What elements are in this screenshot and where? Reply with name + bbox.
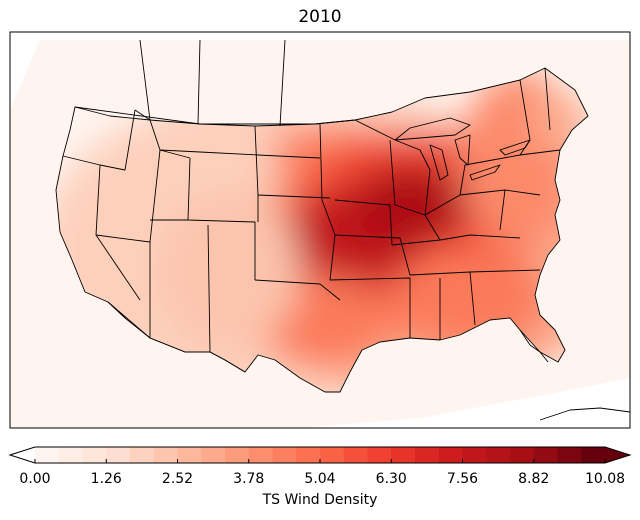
boundary-line: [207, 224, 341, 353]
colorbar: [8, 446, 632, 464]
colorbar-cell: [415, 447, 440, 463]
colorbar-cell: [462, 447, 487, 463]
boundary-line: [74, 106, 356, 125]
map-frame: [9, 31, 631, 429]
boundary-line: [150, 157, 256, 280]
colorbar-cell: [296, 447, 321, 463]
boundary-line: [429, 144, 449, 181]
colorbar-cell: [225, 447, 250, 463]
colorbar-cell: [201, 447, 226, 463]
density-region: [350, 165, 470, 245]
boundary-line: [354, 119, 431, 216]
colorbar-cell: [248, 447, 274, 463]
colorbar-ticks: [34, 459, 606, 463]
colorbar-cell: [177, 447, 202, 463]
colorbar-cell: [391, 447, 416, 463]
density-map: [9, 31, 631, 429]
colorbar-tick-label: 2.52: [161, 471, 194, 487]
colorbar-extend-min: [10, 447, 35, 463]
boundary-line: [459, 149, 561, 231]
colorbar-label: TS Wind Density: [262, 492, 378, 508]
colorbar-cell: [343, 447, 369, 463]
colorbar-cell: [581, 447, 606, 463]
colorbar-cell: [486, 447, 511, 463]
colorbar-tick-label: 0.00: [19, 471, 51, 487]
colorbar-cell: [272, 447, 297, 463]
colorbar-cell: [82, 447, 107, 463]
boundary-line: [389, 139, 541, 241]
boundary-lines: [55, 39, 630, 421]
boundary-line: [329, 271, 476, 340]
map-title: 2010: [298, 7, 342, 27]
boundary-line: [254, 125, 331, 222]
density-field: [56, 70, 588, 392]
boundary-line: [159, 149, 321, 159]
boundary-line: [454, 134, 471, 166]
colorbar-tick-label: 1.26: [90, 471, 122, 487]
boundary-line: [139, 39, 286, 127]
density-region: [160, 190, 300, 350]
colorbar-cell: [130, 447, 155, 463]
colorbar-cell: [533, 447, 559, 463]
boundary-line: [334, 199, 521, 246]
boundary-line: [319, 123, 336, 281]
colorbar-cell: [35, 447, 60, 463]
colorbar-cell: [438, 447, 464, 463]
colorbar-cell: [58, 447, 84, 463]
boundary-line: [334, 234, 541, 276]
boundary-line: [107, 301, 246, 373]
colorbar-tick-label: 10.08: [584, 471, 626, 487]
colorbar-extend-max: [605, 447, 630, 463]
boundary-line: [499, 139, 531, 156]
boundary-line: [539, 407, 630, 421]
colorbar-tick-label: 5.04: [304, 471, 336, 487]
colorbar-cell: [106, 447, 131, 463]
colorbar-cells: [10, 447, 630, 463]
colorbar-tick-label: 6.30: [375, 471, 407, 487]
boundary-line: [394, 117, 471, 141]
colorbar-cell: [367, 447, 392, 463]
colorbar-tick-label: 7.56: [446, 471, 479, 487]
boundary-line: [519, 329, 549, 363]
colorbar-tick-label: 8.82: [518, 471, 550, 487]
colorbar-tick-label: 3.78: [233, 471, 265, 487]
colorbar-cell: [153, 447, 179, 463]
colorbar-cell: [320, 447, 345, 463]
colorbar-cell: [557, 447, 582, 463]
colorbar-cell: [510, 447, 535, 463]
boundary-line: [469, 164, 501, 181]
